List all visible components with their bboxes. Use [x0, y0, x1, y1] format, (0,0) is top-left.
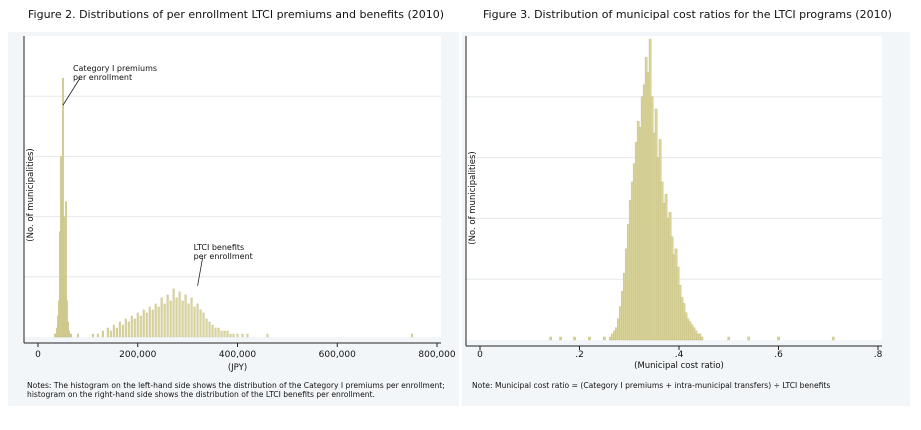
chart-1-bar-56 — [211, 324, 214, 338]
chart-1-bar-47 — [184, 294, 187, 338]
chart-1-bar-36 — [151, 309, 154, 338]
chart-1-x-tick-label-2: 400,000 — [219, 350, 256, 360]
chart-1-x-axis-title: (JPY) — [228, 363, 247, 373]
chart-1-bar-39 — [160, 297, 163, 338]
chart-1-bar-23 — [112, 324, 115, 338]
chart-2-bar-0 — [549, 336, 552, 341]
chart-2-x-tick-label-2: .4 — [675, 350, 684, 360]
chart-1-annotation-leader-2 — [197, 257, 203, 286]
chart-2-bar-55 — [831, 336, 835, 341]
chart-2-bar-1 — [559, 336, 562, 341]
chart-1-bar-27 — [124, 318, 127, 338]
chart-1-bar-38 — [157, 306, 160, 338]
chart-1-bar-19 — [96, 333, 99, 338]
chart-1-bar-13 — [66, 321, 69, 338]
chart-1-bar-29 — [130, 315, 133, 338]
chart-2-bar-4 — [603, 336, 606, 341]
chart-2-bar-53 — [747, 336, 750, 341]
chart-2-bar-51 — [700, 336, 704, 341]
chart-1-bar-48 — [187, 303, 190, 338]
figure-2-histogram: 0 200,000 400,000 600,000 800,000 (JPY) (No. o… — [23, 36, 456, 373]
chart-1-bar-40 — [163, 303, 166, 338]
chart-1-bar-44 — [175, 297, 178, 338]
chart-1-bar-49 — [190, 297, 193, 338]
chart-1-x-tick-label-4: 800,000 — [418, 350, 455, 360]
chart-1-bar-21 — [106, 327, 109, 338]
chart-1-bar-22 — [109, 330, 112, 338]
chart-1-y-axis-title: (No. of municipalities) — [26, 148, 36, 241]
chart-1-x-tick-label-3: 600,000 — [319, 350, 356, 360]
chart-2-x-tick-label-1: .2 — [575, 350, 584, 360]
chart-1-bar-26 — [121, 324, 124, 338]
chart-1-bar-35 — [148, 306, 151, 338]
chart-1-bar-20 — [101, 330, 104, 338]
chart-1-bar-30 — [133, 318, 136, 338]
chart-1-bar-31 — [136, 312, 139, 338]
chart-1-bar-37 — [154, 303, 157, 338]
chart-1-annotation-1-line1: Category I premiums — [73, 64, 157, 73]
chart-1-bar-12 — [65, 300, 68, 338]
chart-1-bar-66 — [246, 333, 249, 338]
chart-1-bar-11 — [64, 201, 67, 338]
chart-1-bar-67 — [266, 333, 269, 338]
chart-1-bar-60 — [223, 330, 226, 338]
chart-2-bar-52 — [727, 336, 731, 341]
chart-2-x-tick-label-0: 0 — [477, 350, 483, 360]
chart-1-bar-46 — [181, 300, 184, 338]
chart-2-bar-54 — [777, 336, 780, 341]
chart-1-bar-45 — [178, 291, 181, 338]
chart-2-bar-3 — [588, 336, 591, 341]
chart-1-bar-28 — [127, 321, 130, 338]
chart-1-bar-42 — [169, 300, 172, 338]
chart-1-bar-61 — [226, 330, 229, 338]
chart-2-x-tick-label-3: .6 — [774, 350, 783, 360]
chart-1-annotation-2-line1: LTCI benefits — [194, 243, 245, 252]
chart-1-bar-43 — [172, 288, 175, 338]
chart-1-bar-24 — [115, 327, 118, 338]
chart-1-annotation-1-line2: per enrollment — [73, 73, 132, 82]
chart-1-bar-53 — [202, 312, 205, 338]
chart-1-bar-52 — [199, 309, 202, 338]
chart-1-bar-55 — [208, 321, 211, 338]
chart-1-bar-17 — [76, 333, 79, 338]
chart-1-bar-16 — [69, 333, 72, 338]
chart-2-x-tick-label-4: .8 — [874, 350, 883, 360]
chart-1-bar-65 — [241, 333, 244, 338]
chart-1-bar-41 — [166, 294, 169, 338]
chart-1-x-tick-label-1: 200,000 — [119, 350, 156, 360]
chart-1-bar-62 — [229, 333, 232, 338]
chart-1-bar-54 — [205, 318, 208, 338]
chart-1-x-tick-label-0: 0 — [35, 350, 41, 360]
chart-1-bar-68 — [411, 333, 414, 338]
chart-1-bar-64 — [236, 333, 239, 338]
chart-1-bar-33 — [142, 309, 145, 338]
figure-3-title: Figure 3. Distribution of municipal cost… — [483, 8, 892, 21]
chart-1-bar-25 — [118, 321, 121, 338]
chart-1-bar-18 — [91, 333, 94, 338]
chart-1-bar-34 — [145, 312, 148, 338]
chart-2-bar-2 — [573, 336, 576, 341]
chart-1-bar-50 — [193, 306, 196, 338]
figure-3-histogram: 0 .2 .4 .6 .8 (Municipal cost ratio) (No. of m… — [465, 36, 883, 371]
chart-1-bar-58 — [217, 327, 220, 338]
chart-2-x-axis-title: (Municipal cost ratio) — [634, 361, 724, 371]
chart-1-bar-59 — [220, 330, 223, 338]
chart-1-bar-57 — [214, 327, 217, 338]
figure-2-title: Figure 2. Distributions of per enrollmen… — [28, 8, 445, 21]
chart-1-annotation-leader-1 — [62, 78, 81, 106]
chart-1-annotation-2-line2: per enrollment — [194, 252, 253, 261]
chart-1-bar-32 — [139, 315, 142, 338]
chart-2-y-axis-title: (No. of municipalities) — [468, 151, 478, 244]
chart-1-bar-51 — [196, 303, 199, 338]
figure-3-note: Note: Municipal cost ratio = (Category I… — [472, 381, 831, 390]
chart-1-plot-area — [24, 36, 441, 337]
chart-1-bar-8 — [61, 77, 64, 338]
chart-1-bar-63 — [232, 333, 235, 338]
figure-2-note: Notes: The histogram on the left-hand si… — [27, 381, 445, 399]
